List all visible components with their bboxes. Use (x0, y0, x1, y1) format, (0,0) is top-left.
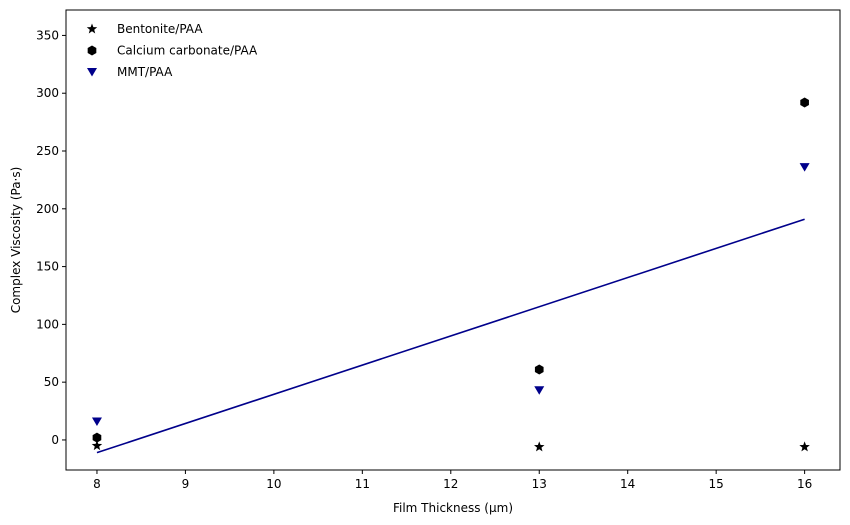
point-calcium-carbonate-paa-0 (92, 432, 102, 443)
point-bentonite-paa-1 (534, 441, 545, 452)
y-tick-label: 200 (36, 202, 59, 216)
legend-label-bentonite-paa: Bentonite/PAA (117, 22, 203, 36)
x-tick-label: 10 (266, 477, 281, 491)
chart-marks (91, 97, 810, 454)
legend-label-mmt-paa: MMT/PAA (117, 65, 173, 79)
y-tick-label: 0 (51, 433, 59, 447)
point-bentonite-paa-2 (799, 441, 810, 452)
y-tick-label: 300 (36, 86, 59, 100)
x-tick-label: 8 (93, 477, 101, 491)
y-axis-label: Complex Viscosity (Pa·s) (9, 167, 23, 314)
legend: Bentonite/PAA Calcium carbonate/PAA MMT/PA… (86, 22, 258, 79)
x-axis-label: Film Thickness (µm) (393, 501, 513, 515)
point-calcium-carbonate-paa-1 (534, 364, 544, 375)
x-tick-label: 12 (443, 477, 458, 491)
x-tick-label: 9 (182, 477, 190, 491)
point-mmt-paa-2 (799, 163, 810, 172)
x-tick-label: 15 (709, 477, 724, 491)
point-mmt-paa-0 (91, 417, 102, 426)
x-tick-label: 14 (620, 477, 635, 491)
x-tick-label: 11 (355, 477, 370, 491)
y-tick-label: 250 (36, 144, 59, 158)
y-tick-label: 150 (36, 260, 59, 274)
plot-frame (65, 9, 841, 471)
y-tick-label: 100 (36, 317, 59, 331)
x-tick-label: 16 (797, 477, 812, 491)
y-tick-label: 350 (36, 28, 59, 42)
x-tick-label: 13 (532, 477, 547, 491)
point-bentonite-paa-0 (91, 440, 103, 451)
axis-ticks: 8 9 10 11 12 13 14 15 16 0 50 100 150 200 250 300 350 (36, 28, 812, 491)
trend-line (96, 218, 805, 454)
legend-marker-calcium-carbonate-paa (87, 45, 97, 56)
y-tick-label: 50 (44, 375, 59, 389)
point-calcium-carbonate-paa-2 (800, 97, 809, 108)
point-mmt-paa-1 (534, 386, 545, 395)
legend-marker-mmt-paa (87, 68, 97, 77)
legend-marker-bentonite-paa (86, 23, 98, 34)
legend-label-calcium-carbonate-paa: Calcium carbonate/PAA (117, 44, 258, 58)
plot-background (66, 10, 840, 470)
